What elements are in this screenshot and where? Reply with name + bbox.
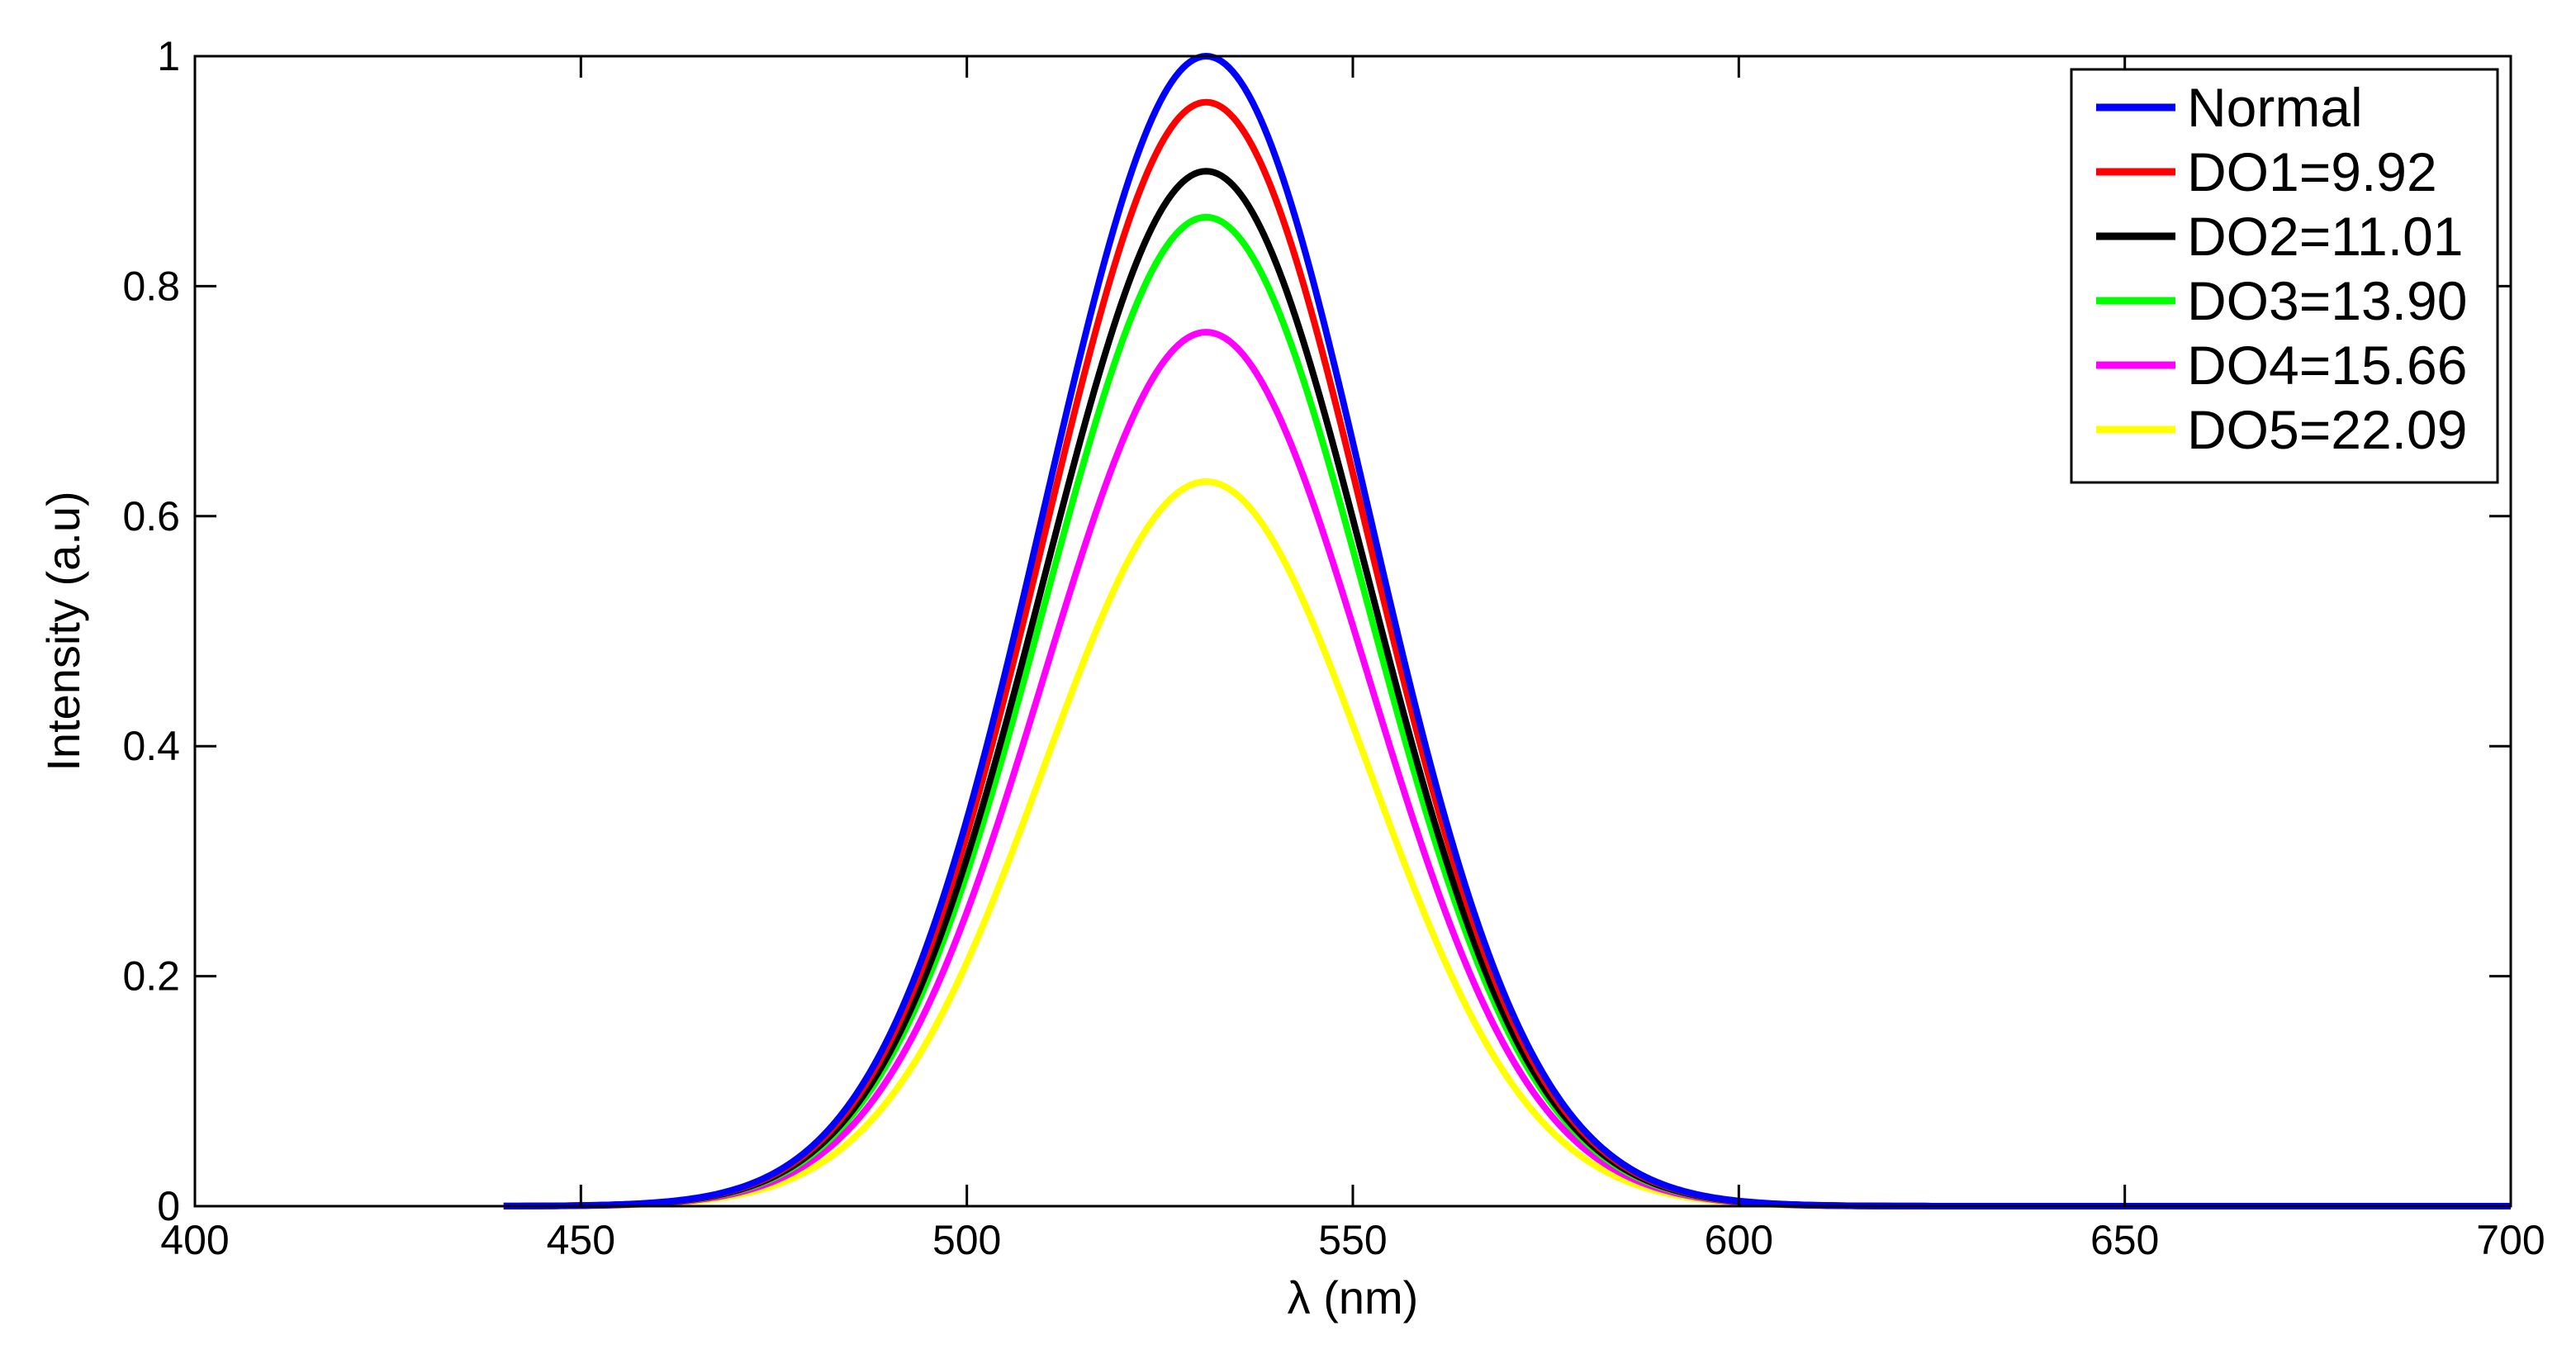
legend-label: DO5=22.09 [2187, 399, 2467, 460]
y-tick-label: 1 [157, 33, 180, 79]
legend-label: DO3=13.90 [2187, 270, 2467, 331]
x-tick-label: 550 [1318, 1217, 1387, 1263]
x-tick-labels: 400 450 500 550 600 650 700 [160, 1217, 2545, 1263]
y-tick-label: 0.6 [122, 493, 180, 539]
y-axis-label: Intensity (a.u) [37, 491, 89, 771]
x-tick-label: 700 [2476, 1217, 2545, 1263]
x-axis-label: λ (nm) [1288, 1271, 1419, 1323]
y-tick-label: 0.4 [122, 723, 180, 769]
plot-frame [193, 55, 2512, 1208]
legend-box [2070, 68, 2499, 484]
x-tick-label: 650 [2090, 1217, 2159, 1263]
legend-label: DO4=15.66 [2187, 335, 2467, 396]
x-tick-label: 600 [1705, 1217, 1773, 1263]
y-tick-label: 0.8 [122, 263, 180, 309]
x-tick-label: 400 [160, 1217, 229, 1263]
legend-label: Normal [2187, 77, 2363, 138]
y-tick-label: 0.2 [122, 953, 180, 1000]
legend-label: DO1=9.92 [2187, 141, 2437, 202]
y-tick-labels: 0 0.2 0.4 0.6 0.8 1 [122, 33, 180, 1229]
legend: NormalDO1=9.92DO2=11.01DO3=13.90DO4=15.6… [2070, 68, 2499, 484]
x-tick-label: 500 [932, 1217, 1001, 1263]
y-tick-label: 0 [157, 1183, 180, 1229]
x-tick-label: 450 [547, 1217, 615, 1263]
legend-label: DO2=11.01 [2187, 206, 2464, 267]
